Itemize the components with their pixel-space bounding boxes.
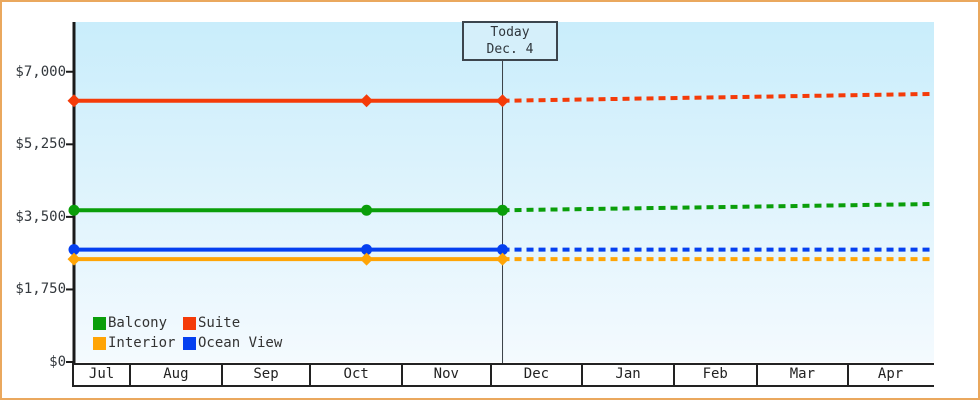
y-tick-label: $3,500 — [15, 208, 66, 225]
y-tick-label: $5,250 — [15, 136, 66, 153]
data-point-diamond — [360, 94, 374, 108]
today-flag-title: Today — [490, 25, 530, 40]
month-cell-jul: Jul — [72, 365, 132, 385]
month-cell-dec: Dec — [492, 365, 584, 385]
chart-legend: Balcony Suite Interior Ocean View — [93, 313, 282, 353]
data-point-circle — [68, 204, 80, 216]
legend-label: Ocean View — [198, 335, 283, 351]
legend-item-interior: Interior — [93, 335, 183, 351]
legend-item-ocean-view: Ocean View — [183, 335, 282, 351]
data-point-diamond — [496, 94, 510, 108]
today-flag-date: Dec. 4 — [486, 42, 534, 57]
legend-row: Interior Ocean View — [93, 333, 282, 353]
legend-swatch-icon — [183, 316, 196, 330]
x-axis-month-strip: Jul Aug Sep Oct Nov Dec Jan Feb Mar Apr — [72, 363, 934, 387]
plot-background — [75, 22, 934, 362]
y-tick-label: $0 — [49, 354, 66, 370]
month-cell-sep: Sep — [223, 365, 312, 385]
legend-row: Balcony Suite — [93, 313, 282, 333]
data-point-circle — [497, 204, 509, 216]
month-cell-oct: Oct — [311, 365, 403, 385]
legend-item-suite: Suite — [183, 315, 240, 331]
y-tick-label: $1,750 — [15, 281, 66, 298]
legend-swatch-icon — [93, 316, 106, 330]
y-tick-label: $7,000 — [15, 63, 66, 80]
month-cell-apr: Apr — [877, 366, 904, 382]
month-cell-jan: Jan — [583, 365, 675, 385]
legend-swatch-icon — [183, 336, 196, 350]
month-cell-feb: Feb — [675, 365, 758, 385]
today-flag: Today Dec. 4 — [462, 21, 558, 61]
data-point-circle — [361, 204, 373, 216]
data-point-circle — [361, 244, 373, 256]
data-point-diamond — [67, 252, 81, 266]
legend-label: Interior — [108, 335, 176, 351]
data-point-diamond — [360, 252, 374, 266]
data-point-diamond — [67, 94, 81, 108]
month-cell-mar: Mar — [758, 365, 850, 385]
legend-label: Balcony — [108, 315, 168, 331]
month-cell-nov: Nov — [403, 365, 492, 385]
legend-swatch-icon — [93, 336, 106, 350]
legend-item-balcony: Balcony — [93, 315, 183, 331]
month-cell-aug: Aug — [131, 365, 223, 385]
data-point-circle — [497, 244, 509, 256]
data-point-diamond — [496, 252, 510, 266]
legend-label: Suite — [198, 315, 241, 331]
data-point-circle — [68, 244, 80, 256]
